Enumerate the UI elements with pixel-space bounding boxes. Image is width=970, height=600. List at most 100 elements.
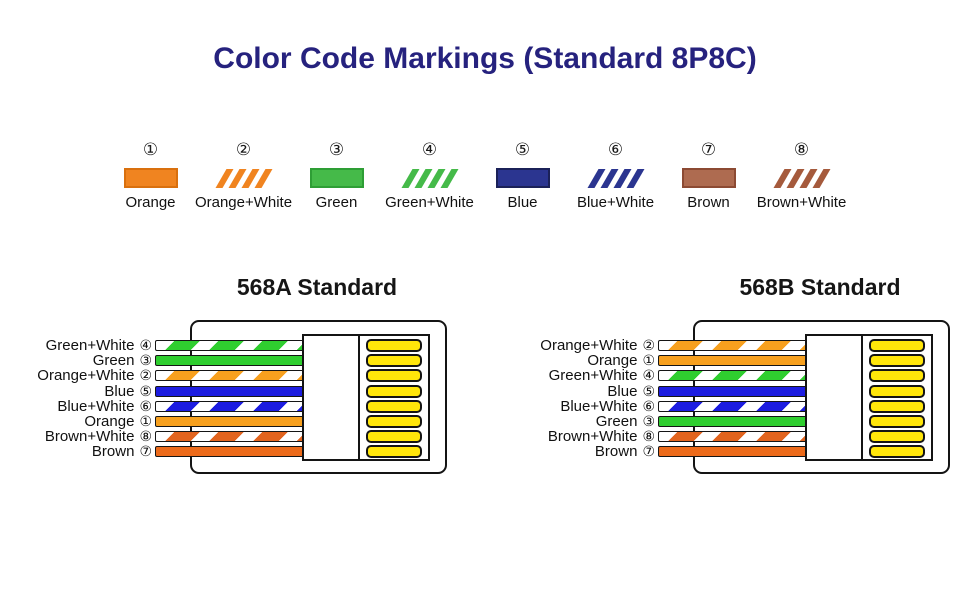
wire-pin-number: ① (642, 352, 655, 369)
page-title: Color Code Markings (Standard 8P8C) (213, 42, 757, 75)
legend-label: Brown (687, 194, 730, 211)
legend-number: ① (142, 140, 159, 159)
wire-label: Brown+White (547, 428, 638, 446)
legend-label: Blue (507, 194, 538, 211)
pin-contact (366, 445, 422, 459)
pin-contact (366, 384, 422, 398)
diagram-568a: 568A Standard Green+White ④ Green ③ Orange… (0, 268, 482, 508)
wire-label: Green+White (45, 337, 135, 354)
wire-pin-number: ③ (139, 352, 152, 369)
green-white-striped-swatch (401, 168, 458, 188)
legend-label: Green+White (385, 194, 474, 211)
pin-contact (869, 430, 925, 444)
wire-row: Blue+White ⑥ (503, 397, 970, 417)
legend-label: Orange+White (194, 194, 293, 211)
legend-item-green-white: ④ Green+White (383, 139, 476, 211)
wire-row: Green+White ④ (0, 337, 482, 356)
wire-label: Blue+White (57, 397, 135, 415)
wire-green-white (658, 370, 810, 382)
wire-blue-white (658, 400, 810, 412)
legend-number: ⑦ (700, 140, 717, 159)
wire-brown-white (658, 431, 810, 443)
wire-label: Orange+White (540, 337, 638, 354)
pin-contact (366, 354, 422, 368)
wire-blue-white (155, 400, 307, 412)
wire-orange-white (658, 340, 810, 351)
orange-white-striped-swatch (215, 168, 272, 188)
wire-row: Blue+White ⑥ (0, 397, 482, 417)
legend-label: Orange (125, 194, 176, 211)
swatch-bar (681, 168, 736, 188)
connector-load-bar (805, 334, 863, 461)
wire-pin-number: ⑧ (642, 428, 655, 445)
wire-row: Blue ⑤ (0, 382, 482, 402)
pin-contact (869, 445, 925, 459)
legend-number: ③ (328, 140, 345, 159)
legend-item-orange-white: ② Orange+White (194, 139, 293, 211)
pin-contact (869, 339, 925, 352)
pin-contact (366, 430, 422, 444)
legend-number: ⑥ (607, 140, 624, 159)
wire-green (155, 355, 307, 367)
wire-pin-number: ④ (642, 367, 655, 384)
wire-label: Blue+White (560, 397, 638, 415)
wire-orange (155, 416, 307, 427)
wire-green (658, 416, 810, 427)
wire-row: Brown+White ⑧ (503, 428, 970, 447)
diagram-title-568a: 568A Standard (236, 274, 398, 300)
legend-label: Blue+White (576, 194, 655, 211)
wire-green-white (155, 340, 307, 351)
legend-number: ④ (421, 140, 438, 159)
legend-item-blue: ⑤ Blue (476, 139, 569, 211)
swatch-bar (123, 168, 178, 188)
wire-row: Brown+White ⑧ (0, 429, 482, 447)
pin-contact (366, 415, 422, 428)
wire-pin-number: ① (139, 413, 152, 429)
wire-brown-white (155, 431, 307, 443)
wire-row: Orange+White ② (503, 337, 970, 356)
legend-item-brown-white: ⑧ Brown+White (755, 139, 848, 211)
wire-row: Orange ① (503, 352, 970, 371)
legend-item-orange: ① Orange (104, 139, 197, 211)
pin-contact (869, 354, 925, 368)
wire-pin-number: ④ (139, 337, 152, 353)
wire-label: Green (92, 352, 135, 370)
pin-contact (869, 384, 925, 398)
legend-label: Green (315, 194, 358, 211)
wire-pin-number: ⑦ (642, 443, 655, 460)
pin-contact (869, 399, 925, 413)
pin-contact (366, 339, 422, 352)
pin-contact (366, 369, 422, 383)
pin-contact (366, 399, 422, 413)
orange-solid-swatch (123, 168, 178, 188)
legend-item-blue-white: ⑥ Blue+White (569, 139, 662, 211)
wire-row: Orange ① (0, 413, 482, 432)
brown-white-striped-swatch (773, 168, 830, 188)
diagram-title-568b: 568B Standard (739, 274, 901, 300)
legend-label: Brown+White (756, 194, 847, 211)
wire-label: Brown (91, 443, 135, 461)
wire-label: Green (595, 413, 638, 430)
wire-label: Green+White (548, 367, 638, 385)
wire-pin-number: ⑥ (642, 397, 655, 414)
wire-blue (658, 385, 810, 397)
wire-label: Orange (587, 352, 638, 370)
wire-orange-white (155, 370, 307, 382)
blue-solid-swatch (495, 168, 550, 188)
legend-number: ② (235, 140, 252, 159)
wire-pin-number: ⑤ (139, 382, 152, 399)
wire-row: Blue ⑤ (503, 382, 970, 402)
wire-blue (155, 385, 307, 397)
wire-pin-number: ⑤ (642, 382, 655, 399)
wire-label: Blue (104, 382, 135, 400)
wire-label: Brown (594, 443, 638, 461)
diagram-568b: 568B Standard Orange+White ② Orange ① Gree… (503, 268, 970, 508)
pin-contact (869, 415, 925, 428)
color-legend: ① Orange ② Orange+White ③ Green ④ Green+… (104, 139, 848, 211)
wire-orange (658, 355, 810, 367)
connector-pins-housing (358, 334, 430, 461)
wire-pin-number: ② (642, 337, 655, 353)
legend-item-green: ③ Green (290, 139, 383, 211)
legend-item-brown: ⑦ Brown (662, 139, 755, 211)
